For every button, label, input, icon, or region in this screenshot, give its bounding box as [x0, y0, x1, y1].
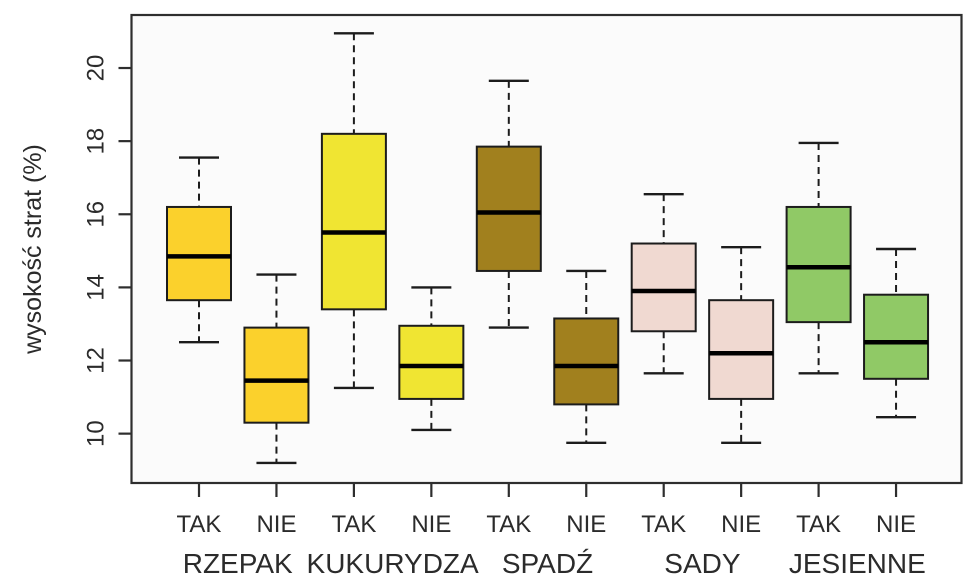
iqr-box	[243, 326, 310, 424]
boxplot-box-sady-tak	[630, 192, 697, 375]
boxplot-box-sady-nie	[708, 245, 775, 444]
iqr-box	[398, 324, 465, 400]
group-label-spadz: SPADŹ	[502, 548, 593, 579]
x-tick-label-kukurydza-nie: NIE	[411, 511, 451, 538]
iqr-box	[863, 293, 930, 380]
iqr-box	[553, 317, 620, 406]
group-label-sady: SADY	[664, 548, 741, 579]
boxplot-box-kukurydza-nie	[398, 286, 465, 432]
y-tick-label: 18	[83, 128, 110, 155]
boxplot-box-spadz-tak	[475, 79, 542, 329]
group-label-rzepak: RZEPAK	[183, 548, 293, 579]
x-tick-label-sady-nie: NIE	[721, 511, 761, 538]
boxplot-box-jesienne-nie	[863, 247, 930, 419]
boxplot-box-jesienne-tak	[785, 141, 852, 375]
boxplot-box-spadz-nie	[553, 269, 620, 444]
y-tick-label: 20	[83, 55, 110, 82]
x-tick-label-rzepak-tak: TAK	[177, 511, 222, 538]
group-label-jesienne: JESIENNE	[789, 548, 926, 579]
iqr-box	[785, 205, 852, 324]
x-tick-label-kukurydza-tak: TAK	[331, 511, 376, 538]
x-tick-label-sady-tak: TAK	[641, 511, 686, 538]
y-tick-label: 10	[83, 420, 110, 447]
y-tick-label: 12	[83, 347, 110, 374]
y-tick-label: 14	[83, 274, 110, 301]
iqr-box	[708, 299, 775, 400]
iqr-box	[630, 242, 697, 333]
iqr-box	[320, 132, 387, 311]
x-tick-label-jesienne-nie: NIE	[876, 511, 916, 538]
x-tick-label-jesienne-tak: TAK	[796, 511, 841, 538]
x-tick-label-spadz-tak: TAK	[486, 511, 531, 538]
boxplot-box-rzepak-tak	[166, 156, 232, 344]
x-tick-label-rzepak-nie: NIE	[256, 511, 296, 538]
y-tick-label: 16	[83, 201, 110, 228]
boxplot-box-kukurydza-tak	[320, 32, 387, 390]
iqr-box	[166, 205, 232, 302]
x-tick-label-spadz-nie: NIE	[566, 511, 606, 538]
iqr-box	[475, 145, 542, 272]
group-label-kukurydza: KUKURYDZA	[307, 548, 480, 579]
y-axis-title: wysokość strat (%)	[19, 144, 47, 355]
boxplot-box-rzepak-nie	[243, 273, 310, 465]
